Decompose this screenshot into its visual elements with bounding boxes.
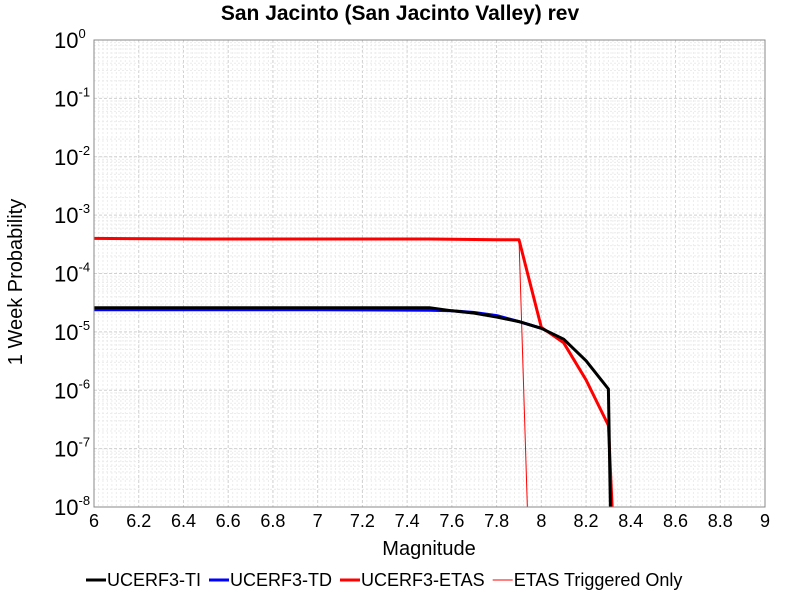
plot-frame	[93, 39, 766, 508]
y-tick-label: 100	[54, 26, 86, 53]
x-tick-label: 6.6	[216, 511, 241, 531]
x-tick-label: 7.4	[395, 511, 420, 531]
x-tick-label: 9	[760, 511, 770, 531]
y-tick-label: 10-6	[54, 376, 90, 403]
x-tick-label: 8.6	[663, 511, 688, 531]
legend-label-etas-triggered-only: ETAS Triggered Only	[514, 570, 683, 590]
x-tick-label: 8.2	[574, 511, 599, 531]
legend-label-ucerf3-ti: UCERF3-TI	[107, 570, 201, 590]
y-tick-label: 10-4	[54, 260, 90, 287]
y-tick-label: 10-1	[54, 84, 90, 111]
y-tick-label: 10-8	[54, 493, 90, 520]
legend-label-ucerf3-etas: UCERF3-ETAS	[361, 570, 485, 590]
x-axis-label: Magnitude	[382, 538, 475, 560]
y-tick-label: 10-3	[54, 201, 90, 228]
x-tick-label: 7.6	[439, 511, 464, 531]
x-tick-labels: 6 6.2 6.4 6.6 6.8 7 7.2 7.4 7.6 7.8 8 8.2 8.4 8.6 8.8 9	[89, 511, 770, 531]
legend: UCERF3-TI UCERF3-TD UCERF3-ETAS ETAS Trigge…	[86, 570, 682, 590]
x-tick-label: 8	[536, 511, 546, 531]
grid-lines	[93, 40, 766, 508]
x-tick-label: 7.8	[484, 511, 509, 531]
legend-label-ucerf3-td: UCERF3-TD	[230, 570, 332, 590]
x-tick-label: 6.4	[171, 511, 196, 531]
y-axis-label: 1 Week Probability	[5, 199, 27, 365]
y-tick-label: 10-2	[54, 143, 90, 170]
y-tick-label: 10-5	[54, 318, 90, 345]
x-tick-label: 8.4	[618, 511, 643, 531]
x-tick-label: 7.2	[350, 511, 375, 531]
x-tick-label: 6.2	[126, 511, 151, 531]
y-tick-label: 10-7	[54, 435, 90, 462]
x-tick-label: 8.8	[708, 511, 733, 531]
x-tick-label: 7	[313, 511, 323, 531]
y-tick-labels: 100 10-1 10-2 10-3 10-4 10-5 10-6 10-7 10-8	[54, 26, 90, 520]
series-line-ucerf3-ti	[94, 306, 612, 507]
series-layer	[94, 236, 614, 507]
series-line-ucerf3-etas	[94, 236, 614, 507]
chart-title: San Jacinto (San Jacinto Valley) rev	[221, 2, 580, 25]
x-tick-label: 6	[89, 511, 99, 531]
x-tick-label: 6.8	[260, 511, 285, 531]
